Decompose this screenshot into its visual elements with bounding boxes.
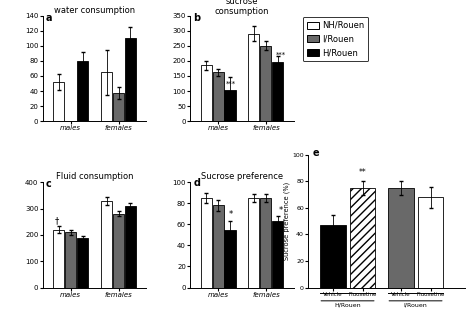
Bar <box>101 201 112 288</box>
Text: **: ** <box>359 168 366 177</box>
Bar <box>101 72 112 121</box>
Bar <box>201 65 211 121</box>
Bar <box>53 82 64 121</box>
Text: e: e <box>312 148 319 158</box>
Bar <box>248 34 259 121</box>
Text: a: a <box>46 13 53 23</box>
Bar <box>113 93 124 121</box>
Bar <box>77 61 88 121</box>
Bar <box>319 225 346 288</box>
Title: Sucrose preference: Sucrose preference <box>201 173 283 181</box>
Text: ***: *** <box>276 52 286 58</box>
Bar <box>225 230 236 288</box>
Text: I/Rouen: I/Rouen <box>404 302 428 307</box>
Bar <box>350 188 375 288</box>
Bar <box>388 188 413 288</box>
Bar <box>273 63 283 121</box>
Bar <box>65 232 76 288</box>
Legend: NH/Rouen, I/Rouen, H/Rouen: NH/Rouen, I/Rouen, H/Rouen <box>303 17 368 61</box>
Bar <box>125 206 136 288</box>
Bar <box>125 38 136 121</box>
Bar <box>77 238 88 288</box>
Text: ***: *** <box>226 81 237 87</box>
Text: *: * <box>279 206 283 215</box>
Text: *: * <box>229 210 234 219</box>
Bar <box>260 198 272 288</box>
Bar <box>212 72 224 121</box>
Text: c: c <box>46 179 52 189</box>
Bar <box>248 198 259 288</box>
Bar <box>273 221 283 288</box>
Bar <box>418 197 444 288</box>
Bar <box>260 46 272 121</box>
Title: sucrose
consumption: sucrose consumption <box>215 0 269 16</box>
Text: H/Rouen: H/Rouen <box>334 302 361 307</box>
Bar <box>212 205 224 288</box>
Bar <box>53 230 64 288</box>
Bar <box>113 214 124 288</box>
Y-axis label: Sucrose preference (%): Sucrose preference (%) <box>283 182 290 260</box>
Title: water consumption: water consumption <box>54 6 135 15</box>
Text: d: d <box>193 179 201 188</box>
Text: b: b <box>193 13 201 23</box>
Bar <box>201 198 211 288</box>
Text: †: † <box>55 216 59 225</box>
Bar <box>225 89 236 121</box>
Title: Fluid consumption: Fluid consumption <box>56 173 133 181</box>
